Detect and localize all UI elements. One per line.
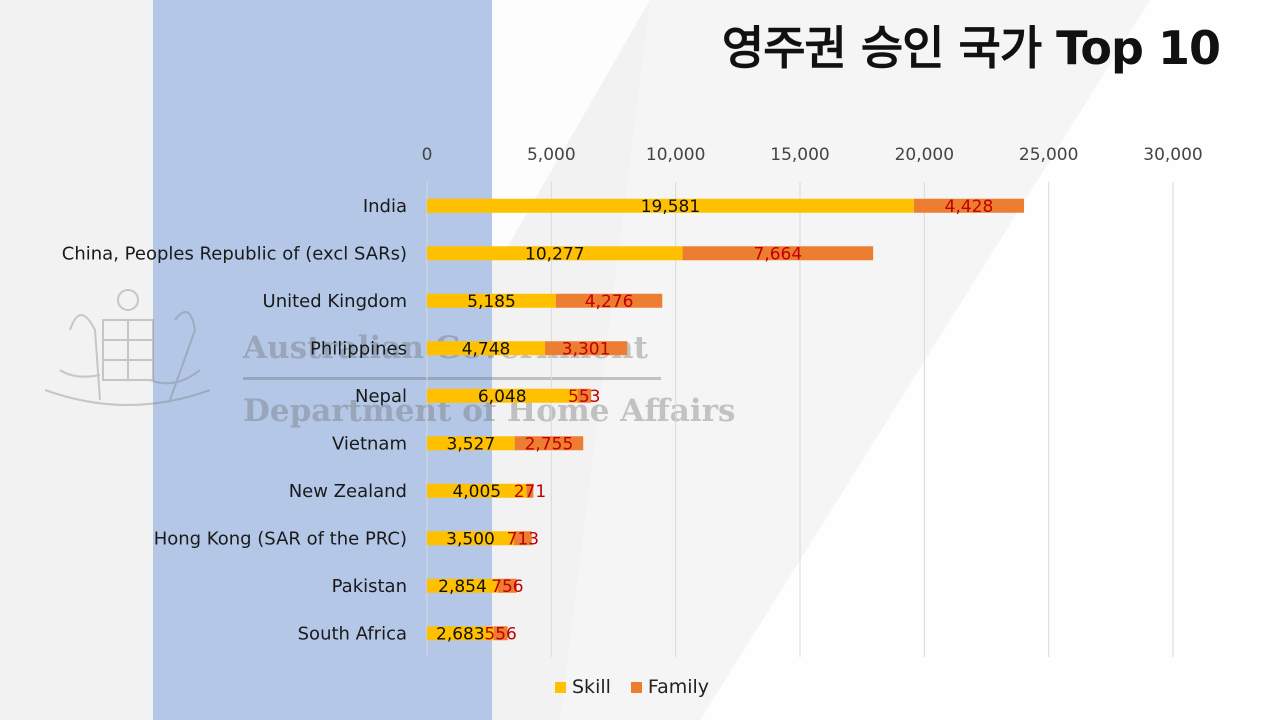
bar-skill [427,436,515,451]
bar-family [682,246,874,261]
bar-skill [427,293,556,308]
bar-skill [427,483,527,498]
bar-family [497,578,517,593]
category-label: China, Peoples Republic of (excl SARs) [62,243,407,264]
data-label-skill: 5,185 [467,292,516,312]
category-label: New Zealand [289,481,407,502]
data-label-family: 7,664 [754,244,803,264]
data-label-skill: 3,500 [446,529,495,549]
legend-label-family: Family [647,676,710,698]
watermark-rule [243,377,661,380]
x-tick-label: 5,000 [527,145,576,165]
data-label-skill: 19,581 [641,197,700,217]
category-label: India [363,196,407,217]
x-tick-label: 0 [422,145,433,165]
data-label-family: 556 [484,624,516,644]
data-label-family: 3,301 [562,339,611,359]
bar-skill [427,388,578,403]
chart-legend: Skill Family [555,676,709,698]
x-tick-label: 15,000 [770,145,829,165]
category-label: South Africa [298,623,407,644]
category-label: Hong Kong (SAR of the PRC) [154,528,407,549]
legend-label-skill: Skill [572,676,611,698]
data-label-family: 4,276 [585,292,634,312]
category-label: Philippines [310,338,407,359]
bar-family [514,436,584,451]
bar-family [545,341,628,356]
data-label-skill: 2,683 [436,624,485,644]
category-label: United Kingdom [263,291,407,312]
bar-skill [427,198,914,213]
page-title: 영주권 승인 국가 Top 10 [721,21,1221,75]
legend-item-family: Family [630,676,710,698]
bar-skill [427,578,498,593]
bar-family [514,531,532,546]
category-label: Nepal [355,386,407,407]
data-label-family: 553 [568,387,600,407]
x-tick-label: 25,000 [1019,145,1078,165]
x-tick-label: 20,000 [895,145,954,165]
bar-family [555,293,663,308]
x-tick-label: 30,000 [1143,145,1202,165]
category-label: Pakistan [332,576,407,597]
data-label-family: 756 [491,577,523,597]
data-label-family: 4,428 [945,197,994,217]
legend-swatch-skill [555,681,566,693]
data-label-skill: 3,527 [447,434,496,454]
category-label: Vietnam [332,433,407,454]
bar-skill [427,626,494,641]
blue-panel [153,0,492,720]
data-label-skill: 4,748 [462,339,511,359]
coat-of-arms-icon [44,289,211,406]
bar-family [577,388,592,403]
bar-skill [427,531,515,546]
data-label-skill: 2,854 [438,577,487,597]
data-label-skill: 6,048 [478,387,527,407]
data-label-family: 2,755 [525,434,574,454]
data-label-family: 713 [507,529,539,549]
data-label-family: 271 [514,482,546,502]
data-label-skill: 4,005 [452,482,501,502]
bar-skill [427,246,683,261]
bar-skill [427,341,546,356]
legend-swatch-family [630,681,642,693]
data-label-skill: 10,277 [525,244,584,264]
bar-family [526,483,534,498]
bar-family [913,198,1025,213]
x-tick-label: 10,000 [646,145,705,165]
legend-item-skill: Skill [555,676,611,698]
bar-family [493,626,508,641]
